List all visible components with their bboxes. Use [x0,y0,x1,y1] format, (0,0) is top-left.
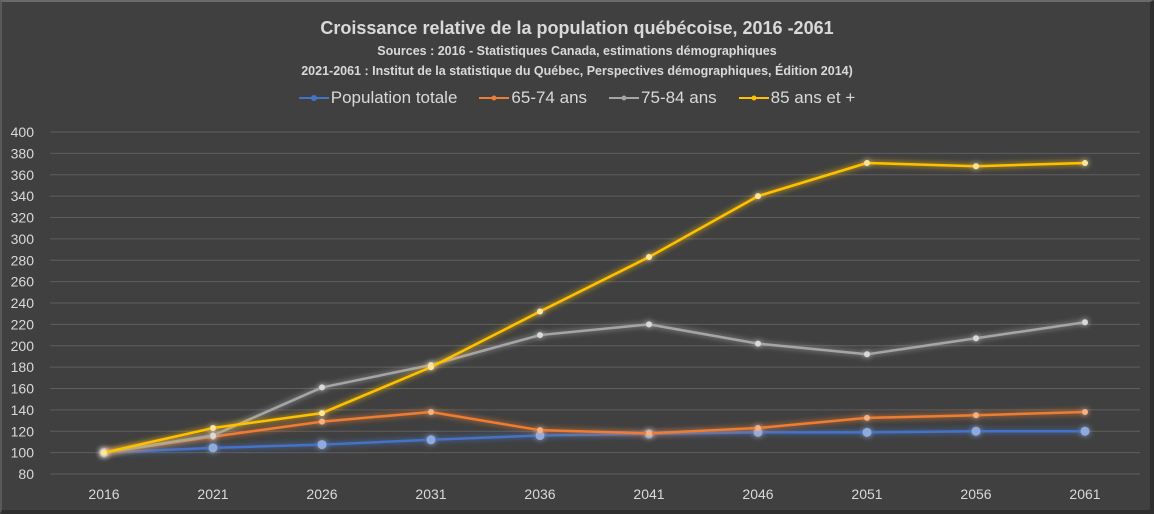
legend-label: Population totale [330,88,458,107]
y-tick-label: 220 [11,316,35,332]
y-tick-label: 360 [11,167,35,183]
legend-item-population-totale[interactable]: Population totale [298,88,458,108]
data-point[interactable] [973,412,979,419]
y-tick-label: 400 [11,124,35,140]
chart-subtitle-isq: 2021-2061 : Institut de la statistique d… [301,64,853,78]
y-tick-label: 80 [18,466,34,482]
y-tick-label: 280 [11,252,35,268]
y-tick-label: 120 [11,423,35,439]
y-tick-label: 200 [11,338,35,354]
data-point[interactable] [755,193,761,200]
data-point[interactable] [1080,426,1090,436]
x-axis: 2016 2021 2026 2031 2036 2041 2046 2051 2056 2061 [88,486,1100,502]
data-point[interactable] [317,440,327,450]
legend-label: 85 ans et + [770,88,856,107]
series-line[interactable] [103,161,1086,454]
x-tick-label: 2031 [415,486,446,502]
y-tick-label: 260 [11,274,35,290]
data-point[interactable] [755,340,761,347]
data-point[interactable] [426,435,436,445]
series-line[interactable] [103,410,1086,454]
x-tick-label: 2016 [88,486,119,502]
series-75-84-ans [101,319,1088,456]
data-point[interactable] [428,364,434,371]
data-point[interactable] [535,431,545,441]
legend-label: 65-74 ans [511,88,588,107]
x-tick-label: 2061 [1069,486,1100,502]
chart-title: Croissance relative de la population qué… [320,18,834,38]
y-tick-label: 340 [11,188,35,204]
data-point[interactable] [971,426,981,436]
data-point[interactable] [755,425,761,432]
y-tick-label: 140 [11,402,35,418]
legend-item-85-plus[interactable]: 85 ans et + [738,88,856,108]
data-point[interactable] [864,159,870,166]
series-group [99,159,1090,458]
legend-label: 75-84 ans [641,88,717,107]
legend: Population totale 65-74 ans 75-84 ans 85… [0,88,1154,108]
data-point[interactable] [537,427,543,434]
legend-item-65-74[interactable]: 65-74 ans [479,88,587,108]
y-tick-label: 160 [11,381,35,397]
legend-item-75-84[interactable]: 75-84 ans [609,88,717,108]
y-tick-label: 180 [11,359,35,375]
data-point[interactable] [864,351,870,358]
data-point[interactable] [208,443,218,453]
data-point[interactable] [101,449,107,456]
data-point[interactable] [428,409,434,416]
gridlines [50,131,1140,475]
data-point[interactable] [1082,159,1088,166]
x-tick-label: 2026 [306,486,337,502]
chart-subtitle-sources: Sources : 2016 - Statistiques Canada, es… [377,44,777,58]
data-point[interactable] [864,414,870,421]
data-point[interactable] [646,254,652,261]
x-tick-label: 2021 [197,486,228,502]
y-tick-label: 380 [11,145,35,161]
y-tick-label: 100 [11,445,35,461]
data-point[interactable] [1082,409,1088,416]
y-tick-label: 320 [11,210,35,226]
x-tick-label: 2041 [633,486,664,502]
x-tick-label: 2036 [524,486,555,502]
x-tick-label: 2051 [851,486,882,502]
data-point[interactable] [319,418,325,425]
legend-marker-icon [609,95,640,101]
x-tick-label: 2046 [742,486,773,502]
data-point[interactable] [537,308,543,315]
data-point[interactable] [646,430,652,437]
legend-marker-icon [479,95,510,101]
data-point[interactable] [319,410,325,417]
x-tick-label: 2056 [960,486,991,502]
series-line[interactable] [103,430,1085,454]
series-line[interactable] [103,321,1086,454]
data-point[interactable] [537,332,543,339]
data-point[interactable] [1082,319,1088,326]
series-85-ans-et [101,159,1088,456]
legend-marker-icon [738,95,769,101]
data-point[interactable] [973,163,979,170]
y-tick-label: 300 [11,231,35,247]
y-tick-label: 240 [11,295,35,311]
legend-marker-icon [298,95,329,101]
data-point[interactable] [646,321,652,328]
data-point[interactable] [210,425,216,432]
data-point[interactable] [973,335,979,342]
data-point[interactable] [753,427,763,437]
data-point[interactable] [862,427,872,437]
y-axis: 80 100 120 140 160 180 200 220 240 260 280 300 320 34… [11,124,35,482]
data-point[interactable] [210,432,216,439]
data-point[interactable] [319,384,325,391]
